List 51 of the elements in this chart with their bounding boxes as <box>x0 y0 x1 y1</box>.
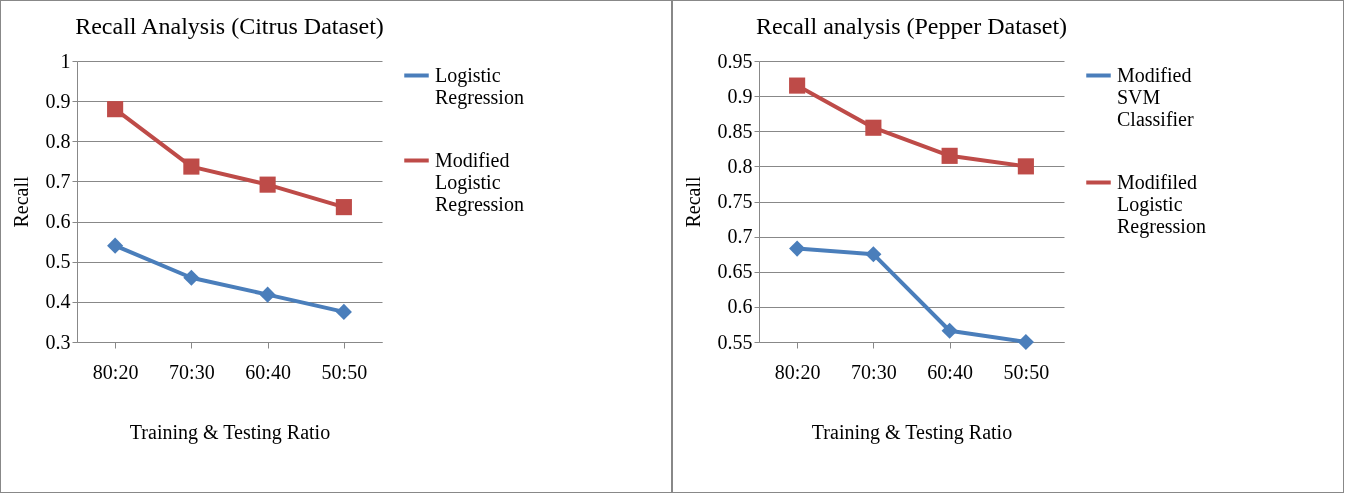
x-tick-label: 50:50 <box>321 360 368 383</box>
y-tick-label: 0.65 <box>717 260 753 283</box>
point <box>107 101 124 118</box>
point <box>865 119 882 136</box>
y-tick-label: 0.6 <box>45 210 71 233</box>
y-tick-label: 0.6 <box>727 295 753 318</box>
x-tick-label: 60:40 <box>927 360 973 383</box>
x-tick-label: 60:40 <box>245 360 291 383</box>
legend-label: Modifiled Logistic Regression <box>1117 170 1206 238</box>
y-axis-title: Recall <box>9 176 32 228</box>
x-tick-label: 70:30 <box>169 360 215 383</box>
y-tick-label: 0.8 <box>45 129 71 152</box>
y-tick-label: 0.7 <box>45 169 71 192</box>
point <box>183 269 200 286</box>
y-tick-label: 0.9 <box>45 89 71 112</box>
y-tick-label: 0.3 <box>45 330 71 353</box>
x-tick-label: 80:20 <box>774 360 821 383</box>
point <box>335 199 352 216</box>
y-tick-label: 0.4 <box>45 290 71 313</box>
point <box>941 147 958 164</box>
y-tick-label: 0.55 <box>717 330 753 353</box>
point <box>865 246 882 263</box>
point <box>259 176 276 193</box>
x-tick-label: 50:50 <box>1003 360 1050 383</box>
y-tick-label: 0.5 <box>45 250 71 273</box>
legend-label: Modified Logistic Regression <box>435 148 524 216</box>
point <box>1017 333 1034 351</box>
x-axis-title: Training & Testing Ratio <box>129 420 331 444</box>
point <box>941 322 958 339</box>
point <box>107 237 124 254</box>
point <box>335 303 352 320</box>
point <box>1017 158 1034 175</box>
y-tick-label: 1 <box>60 49 71 72</box>
x-tick-label: 70:30 <box>851 360 897 383</box>
y-axis-title: Recall <box>681 176 704 228</box>
point <box>183 158 200 175</box>
point <box>789 77 806 94</box>
chart-title: Recall Analysis (Citrus Dataset) <box>75 13 384 39</box>
y-tick-label: 0.7 <box>727 225 753 248</box>
legend-label: Modified SVM Classifier <box>1117 63 1194 130</box>
y-tick-label: 0.8 <box>727 154 753 177</box>
x-tick-label: 80:20 <box>92 360 139 383</box>
y-tick-label: 0.95 <box>717 49 753 72</box>
chart-title: Recall analysis (Pepper Dataset) <box>755 13 1068 39</box>
y-tick-label: 0.75 <box>717 190 753 212</box>
x-axis-title: Training & Testing Ratio <box>811 420 1013 444</box>
point <box>789 240 806 257</box>
y-tick-label: 0.9 <box>727 84 753 107</box>
y-tick-label: 0.85 <box>717 119 753 142</box>
legend-label: Logistic Regression <box>435 63 524 109</box>
point <box>259 286 276 303</box>
